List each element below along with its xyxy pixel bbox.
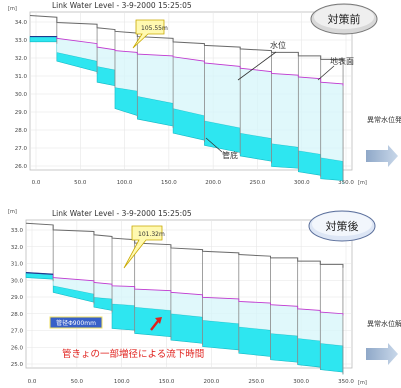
x-tick-label: 0.0: [28, 379, 37, 385]
x-tick-labels-after: 0.0 50.0 100.0 150.0 200.0 250.0 300.0 350.0: [28, 379, 355, 385]
y-tick-label: 26.0: [11, 345, 24, 351]
x-tick-label: 200.0: [205, 180, 221, 186]
water-fill-area: [26, 272, 343, 349]
callout-text-after: 101.32m: [138, 231, 165, 238]
x-unit-label-before: [m]: [358, 180, 367, 186]
side-note-before-text: 異常水位発生: [367, 115, 401, 124]
x-tick-label: 350.0: [338, 180, 354, 186]
label-ground: 地表面: [330, 56, 354, 66]
y-tick-label: 30.0: [15, 92, 28, 98]
y-tick-label: 29.0: [11, 295, 24, 301]
y-tick-label: 28.0: [11, 312, 24, 318]
water-fill-area: [30, 36, 344, 165]
badge-after: 対策後: [308, 210, 376, 242]
y-tick-label: 32.0: [11, 245, 24, 251]
x-tick-label: 150.0: [161, 180, 177, 186]
y-tick-label: 32.0: [15, 56, 28, 62]
y-tick-label: 34.0: [15, 20, 28, 26]
side-note-after-text: 異常水位解消: [367, 319, 401, 328]
water-level-line: [30, 36, 344, 86]
level-callout-before: 105.55m: [132, 19, 168, 49]
x-tick-label: 350.0: [338, 379, 354, 385]
label-water-level: 水位: [270, 40, 286, 50]
x-tick-label: 250.0: [248, 379, 264, 385]
x-tick-label: 150.0: [159, 379, 175, 385]
y-tick-labels-before: 34.0 33.0 32.0 31.0 30.0 29.0 28.0 27.0 26.0: [15, 20, 28, 170]
side-note-after: 異常水位解消: [366, 319, 401, 365]
x-tick-label: 50.0: [74, 180, 87, 186]
badge-before-text: 対策前: [328, 12, 361, 26]
y-tick-label: 25.0: [11, 362, 24, 368]
chart-panel-after: Link Water Level - 3-9-2000 15:25:05 33.…: [8, 209, 367, 386]
pipe-top-start-line: [25, 272, 54, 275]
badge-before: 対策前: [310, 3, 378, 35]
x-tick-label: 100.0: [114, 379, 130, 385]
level-callout-after: 101.32m: [123, 225, 165, 269]
pipe-note: 管径Φ900mm: [49, 316, 103, 329]
badge-after-text: 対策後: [326, 219, 359, 233]
x-tick-label: 300.0: [294, 180, 310, 186]
y-tick-label: 28.0: [15, 128, 28, 134]
leader-pipe: [205, 137, 223, 153]
ground-line: [25, 222, 344, 268]
x-tick-label: 250.0: [250, 180, 266, 186]
leader-ground: [317, 65, 335, 81]
y-tick-label: 33.0: [11, 228, 24, 234]
pipe-note-text: 管径Φ900mm: [56, 319, 96, 327]
arrow-icon-before: [366, 145, 398, 167]
red-arrow-icon: [150, 317, 162, 331]
y-tick-label: 33.0: [15, 38, 28, 44]
y-tick-label: 27.0: [15, 146, 28, 152]
series-before: [29, 15, 344, 185]
water-level-line: [25, 272, 344, 316]
x-tick-label: 300.0: [293, 379, 309, 385]
y-tick-label: 26.0: [15, 164, 28, 170]
ground-line: [29, 15, 344, 63]
x-tick-label: 100.0: [117, 180, 133, 186]
y-tick-label: 27.0: [11, 329, 24, 335]
y-tick-label: 31.0: [11, 262, 24, 268]
y-tick-label: 30.0: [11, 278, 24, 284]
label-pipe: 管底: [222, 150, 238, 160]
y-tick-labels-after: 33.0 32.0 31.0 30.0 29.0 28.0 27.0 26.0 25.0: [11, 228, 24, 368]
chart-panel-before: Link Water Level - 3-9-2000 15:25:05 34.…: [8, 1, 367, 186]
series-after: [25, 222, 344, 375]
callout-text-before: 105.55m: [141, 25, 168, 32]
x-tick-label: 50.0: [71, 379, 84, 385]
x-tick-label: 0.0: [32, 180, 41, 186]
x-unit-label-after: [m]: [358, 380, 367, 386]
y-tick-label: 31.0: [15, 74, 28, 80]
x-tick-label: 200.0: [204, 379, 220, 385]
chart-title-before: Link Water Level - 3-9-2000 15:25:05: [52, 1, 192, 10]
chart-title-after: Link Water Level - 3-9-2000 15:25:05: [52, 209, 192, 218]
side-note-before: 異常水位発生: [366, 115, 401, 167]
x-tick-labels-before: 0.0 50.0 100.0 150.0 200.0 250.0 300.0 350.0: [32, 180, 355, 186]
red-note-text: 管きょの一部増径による流下時間: [62, 348, 204, 360]
arrow-icon-after: [366, 343, 398, 365]
y-tick-label: 29.0: [15, 110, 28, 116]
y-unit-label-before: [m]: [8, 6, 17, 12]
y-unit-label-after: [m]: [8, 209, 17, 215]
leader-water-level: [237, 51, 277, 81]
